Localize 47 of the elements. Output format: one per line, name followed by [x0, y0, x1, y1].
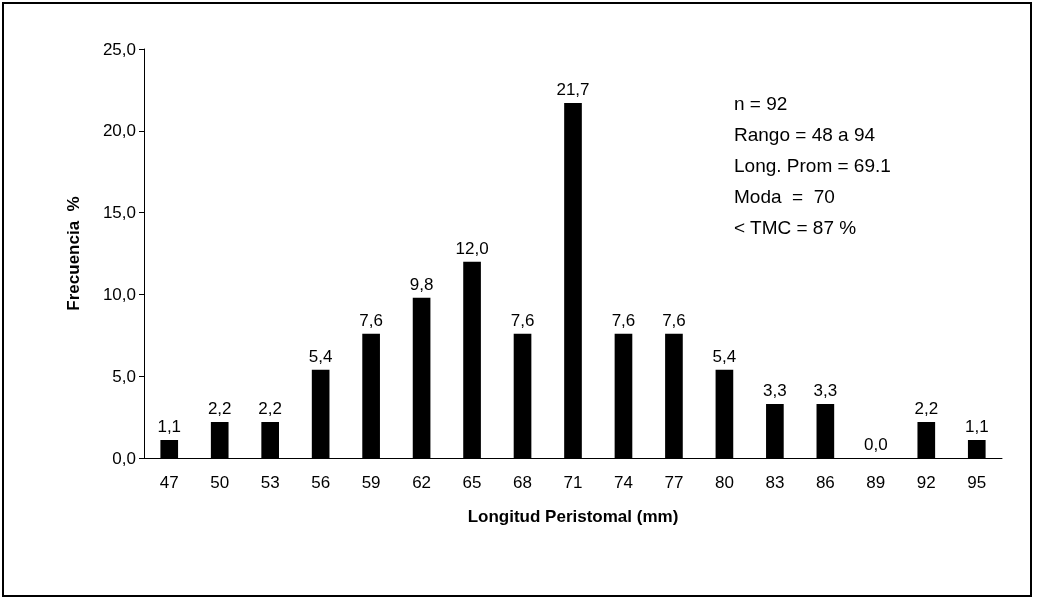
- data-label: 5,4: [712, 346, 737, 366]
- data-label: 3,3: [813, 381, 838, 401]
- x-tick-label: 89: [866, 473, 886, 492]
- data-label: 1,1: [964, 417, 989, 436]
- x-tick-label: 95: [967, 473, 987, 492]
- x-tick-label: 65: [462, 473, 482, 492]
- x-tick-label: 80: [714, 473, 734, 492]
- x-tick-label: 56: [311, 473, 331, 492]
- data-label: 2,2: [207, 399, 232, 419]
- x-tick-label: 86: [815, 473, 835, 492]
- x-tick-label: 50: [210, 473, 230, 492]
- data-label: 7,6: [611, 310, 636, 330]
- data-label: 2,2: [914, 399, 939, 419]
- x-tick-label: 83: [765, 473, 785, 492]
- y-tick-label: 20,0: [102, 121, 136, 141]
- data-label: 0,0: [864, 435, 888, 454]
- x-tick-label: 53: [260, 473, 280, 492]
- x-tick-label: 62: [412, 473, 432, 492]
- x-tick-label: 68: [513, 473, 532, 492]
- data-label: 2,2: [258, 399, 282, 419]
- annotation: n = 92: [734, 93, 788, 114]
- data-label: 7,6: [359, 310, 383, 330]
- x-tick-label: 71: [563, 473, 583, 492]
- data-label: 5,4: [308, 346, 333, 366]
- y-tick-label: 10,0: [102, 284, 136, 304]
- data-label: 7,6: [662, 310, 686, 330]
- x-axis-title: Longitud Peristomal (mm): [467, 507, 679, 526]
- y-tick-label: 0,0: [112, 448, 136, 468]
- data-label: 9,8: [409, 274, 434, 294]
- x-tick-label: 74: [614, 473, 633, 492]
- y-tick-label: 25,0: [102, 39, 136, 59]
- x-tick-label: 59: [361, 473, 381, 492]
- annotation: Long. Prom = 69.1: [734, 155, 891, 176]
- data-label: 3,3: [763, 381, 787, 401]
- data-label: 7,6: [510, 310, 535, 330]
- annotation: < TMC = 87 %: [734, 217, 857, 238]
- data-label: 12,0: [455, 238, 489, 258]
- y-tick-label: 15,0: [102, 203, 136, 223]
- y-axis-title: Frecuencia %: [64, 196, 83, 311]
- x-tick-label: 47: [159, 473, 179, 492]
- annotation: Rango = 48 a 94: [734, 124, 876, 145]
- x-tick-label: 77: [664, 473, 684, 492]
- data-label: 21,7: [556, 79, 590, 99]
- x-tick-label: 92: [916, 473, 936, 492]
- data-label: 1,1: [157, 417, 182, 436]
- y-tick-label: 5,0: [112, 366, 136, 386]
- annotation: Moda = 70: [734, 186, 835, 207]
